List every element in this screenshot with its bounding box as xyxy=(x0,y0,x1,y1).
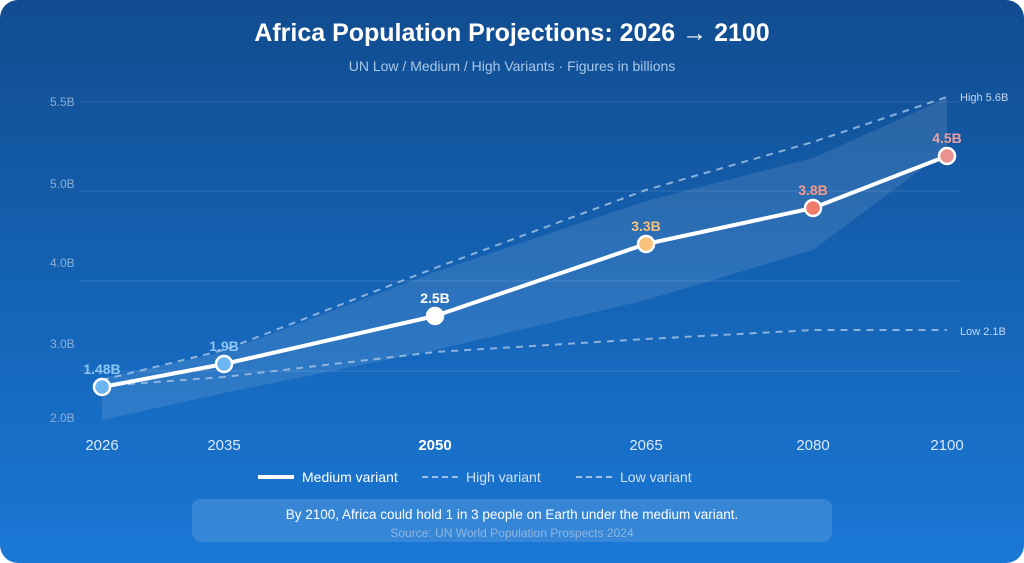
footnote-box: By 2100, Africa could hold 1 in 3 people… xyxy=(192,499,832,542)
legend-swatch-medium xyxy=(258,475,294,479)
chart-subtitle: UN Low / Medium / High Variants · Figure… xyxy=(348,58,676,74)
x-tick-label: 2026 xyxy=(85,437,118,454)
data-label: 2.5B xyxy=(420,290,450,306)
data-point xyxy=(425,306,445,326)
y-tick-label: 5.0B xyxy=(50,177,75,191)
data-label: 3.8B xyxy=(798,182,828,198)
y-tick-label: 3.0B xyxy=(50,337,75,351)
data-point xyxy=(214,354,234,374)
x-tick-label: 2050 xyxy=(418,437,451,454)
legend-swatch-high xyxy=(422,476,458,478)
series-line-medium xyxy=(101,154,948,389)
data-point xyxy=(803,198,823,218)
series-lines xyxy=(101,96,948,389)
legend-swatch-low xyxy=(576,476,612,478)
axis-labels: 2.0B 3.0B 4.0B 5.0B 5.5B 2026 2035 2050 2065 2080… xyxy=(50,92,1008,454)
legend-item-low: Low variant xyxy=(576,466,692,488)
y-tick-label: 2.0B xyxy=(50,411,75,425)
data-label: 4.5B xyxy=(932,130,962,146)
data-point xyxy=(937,146,957,166)
variant-band-area xyxy=(102,98,947,420)
data-label: 3.3B xyxy=(631,218,661,234)
x-tick-label: 2080 xyxy=(796,437,829,454)
end-label-low: Low 2.1B xyxy=(960,326,1006,338)
y-tick-label: 4.0B xyxy=(50,256,75,270)
data-label: 1.48B xyxy=(83,361,120,377)
legend-item-medium: Medium variant xyxy=(258,466,398,488)
end-label-high: High 5.6B xyxy=(960,92,1008,104)
x-tick-label: 2065 xyxy=(629,437,662,454)
x-tick-label: 2100 xyxy=(930,437,963,454)
legend: Medium variant High variant Low variant xyxy=(0,466,1024,488)
legend-item-high: High variant xyxy=(422,466,541,488)
data-label: 1.9B xyxy=(209,338,239,354)
y-tick-label: 5.5B xyxy=(50,95,75,109)
data-point xyxy=(92,377,112,397)
legend-label-high: High variant xyxy=(466,469,541,485)
footnote-text: By 2100, Africa could hold 1 in 3 people… xyxy=(285,507,739,522)
x-tick-label: 2035 xyxy=(207,437,240,454)
data-points: 1.48B 1.9B 2.5B 3.3B 3.8B 4.5B xyxy=(83,130,962,397)
chart-title: Africa Population Projections: 2026 → 21… xyxy=(254,19,770,47)
legend-label-medium: Medium variant xyxy=(302,469,398,485)
footnote-source: Source: UN World Population Prospects 20… xyxy=(390,526,634,540)
series-line-high xyxy=(101,96,948,381)
data-point xyxy=(636,234,656,254)
legend-label-low: Low variant xyxy=(620,469,692,485)
variant-band xyxy=(102,98,947,420)
